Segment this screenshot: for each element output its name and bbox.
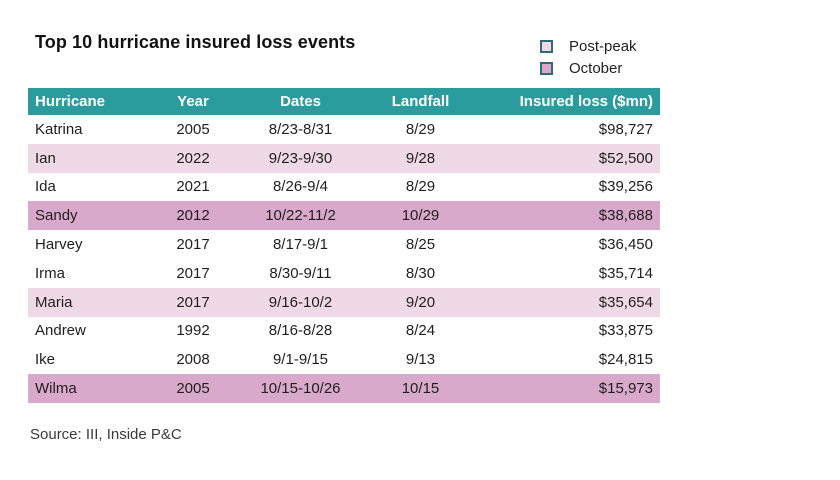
cell-hurricane: Maria [35,293,73,311]
cell-hurricane: Wilma [35,380,77,398]
cell-hurricane: Ike [35,351,56,369]
cell-dates: 8/26-9/4 [272,178,329,196]
cell-insured-loss: $36,450 [598,236,653,254]
cell-landfall: 9/28 [405,149,436,167]
cell-hurricane: Ian [35,149,56,167]
cell-insured-loss: $15,973 [598,380,653,398]
cell-insured-loss: $39,256 [598,178,653,196]
cell-year: 2017 [176,264,210,282]
table-row-harvey: Harvey 2017 8/17-9/1 8/25 $36,450 [28,230,660,259]
cell-year: 2012 [176,207,210,225]
cell-year: 2021 [176,178,210,196]
column-header-dates: Dates [238,88,363,115]
column-header-insured-loss: Insured loss ($mn) [478,88,660,115]
cell-landfall: 8/29 [405,120,436,138]
cell-landfall: 10/29 [401,207,440,225]
cell-hurricane: Katrina [35,120,83,138]
figure-title: Top 10 hurricane insured loss events [35,32,356,52]
table-row-maria: Maria 2017 9/16-10/2 9/20 $35,654 [28,287,660,317]
cell-insured-loss: $35,714 [598,264,653,282]
legend-label-october: October [569,59,623,77]
table-row-andrew: Andrew 1992 8/16-8/28 8/24 $33,875 [28,316,660,346]
post-peak-swatch-icon [540,39,553,53]
cell-insured-loss: $24,815 [598,351,653,369]
cell-year: 2017 [176,236,210,254]
legend: Post-peak October [540,35,637,79]
cell-landfall: 8/25 [405,236,436,254]
table-row-wilma: Wilma 2005 10/15-10/26 10/15 $15,973 [28,374,660,403]
cell-year: 2008 [176,351,210,369]
cell-dates: 10/15-10/26 [260,380,341,398]
hurricane-loss-table: Hurricane Year Dates Landfall Insured lo… [28,88,660,403]
cell-hurricane: Ida [35,178,56,196]
table-row-ida: Ida 2021 8/26-9/4 8/29 $39,256 [28,172,660,202]
cell-dates: 9/1-9/15 [272,351,329,369]
cell-hurricane: Sandy [35,207,78,225]
cell-landfall: 8/24 [405,322,436,340]
cell-hurricane: Irma [35,264,65,282]
legend-label-post-peak: Post-peak [569,37,637,55]
source-note: Source: III, Inside P&C [30,426,182,443]
cell-dates: 9/23-9/30 [268,149,333,167]
cell-year: 1992 [176,322,210,340]
cell-insured-loss: $33,875 [598,322,653,340]
legend-item-october: October [540,57,637,79]
column-header-landfall: Landfall [363,88,478,115]
column-header-hurricane: Hurricane [28,88,148,115]
cell-year: 2022 [176,149,210,167]
column-header-year: Year [148,88,238,115]
cell-landfall: 9/13 [405,351,436,369]
cell-dates: 10/22-11/2 [265,207,336,225]
cell-hurricane: Andrew [35,322,86,340]
cell-dates: 8/30-9/11 [269,264,332,282]
cell-insured-loss: $98,727 [598,120,653,138]
table-row-ian: Ian 2022 9/23-9/30 9/28 $52,500 [28,143,660,173]
table-row-sandy: Sandy 2012 10/22-11/2 10/29 $38,688 [28,201,660,231]
table-header-row: Hurricane Year Dates Landfall Insured lo… [28,88,660,115]
table-row-irma: Irma 2017 8/30-9/11 8/30 $35,714 [28,258,660,288]
cell-landfall: 9/20 [405,293,436,311]
cell-insured-loss: $52,500 [598,149,653,167]
cell-year: 2017 [176,293,210,311]
cell-landfall: 8/30 [405,264,436,282]
cell-dates: 9/16-10/2 [268,293,333,311]
cell-hurricane: Harvey [35,236,83,254]
cell-insured-loss: $35,654 [598,293,653,311]
cell-insured-loss: $38,688 [598,207,653,225]
cell-year: 2005 [176,120,210,138]
table-row-ike: Ike 2008 9/1-9/15 9/13 $24,815 [28,345,660,375]
cell-dates: 8/16-8/28 [268,322,333,340]
table-row-katrina: Katrina 2005 8/23-8/31 8/29 $98,727 [28,115,660,144]
cell-year: 2005 [176,380,210,398]
cell-dates: 8/17-9/1 [272,236,329,254]
cell-landfall: 8/29 [405,178,436,196]
cell-dates: 8/23-8/31 [268,120,333,138]
october-swatch-icon [540,61,553,75]
cell-landfall: 10/15 [401,380,440,398]
legend-item-post-peak: Post-peak [540,35,637,57]
